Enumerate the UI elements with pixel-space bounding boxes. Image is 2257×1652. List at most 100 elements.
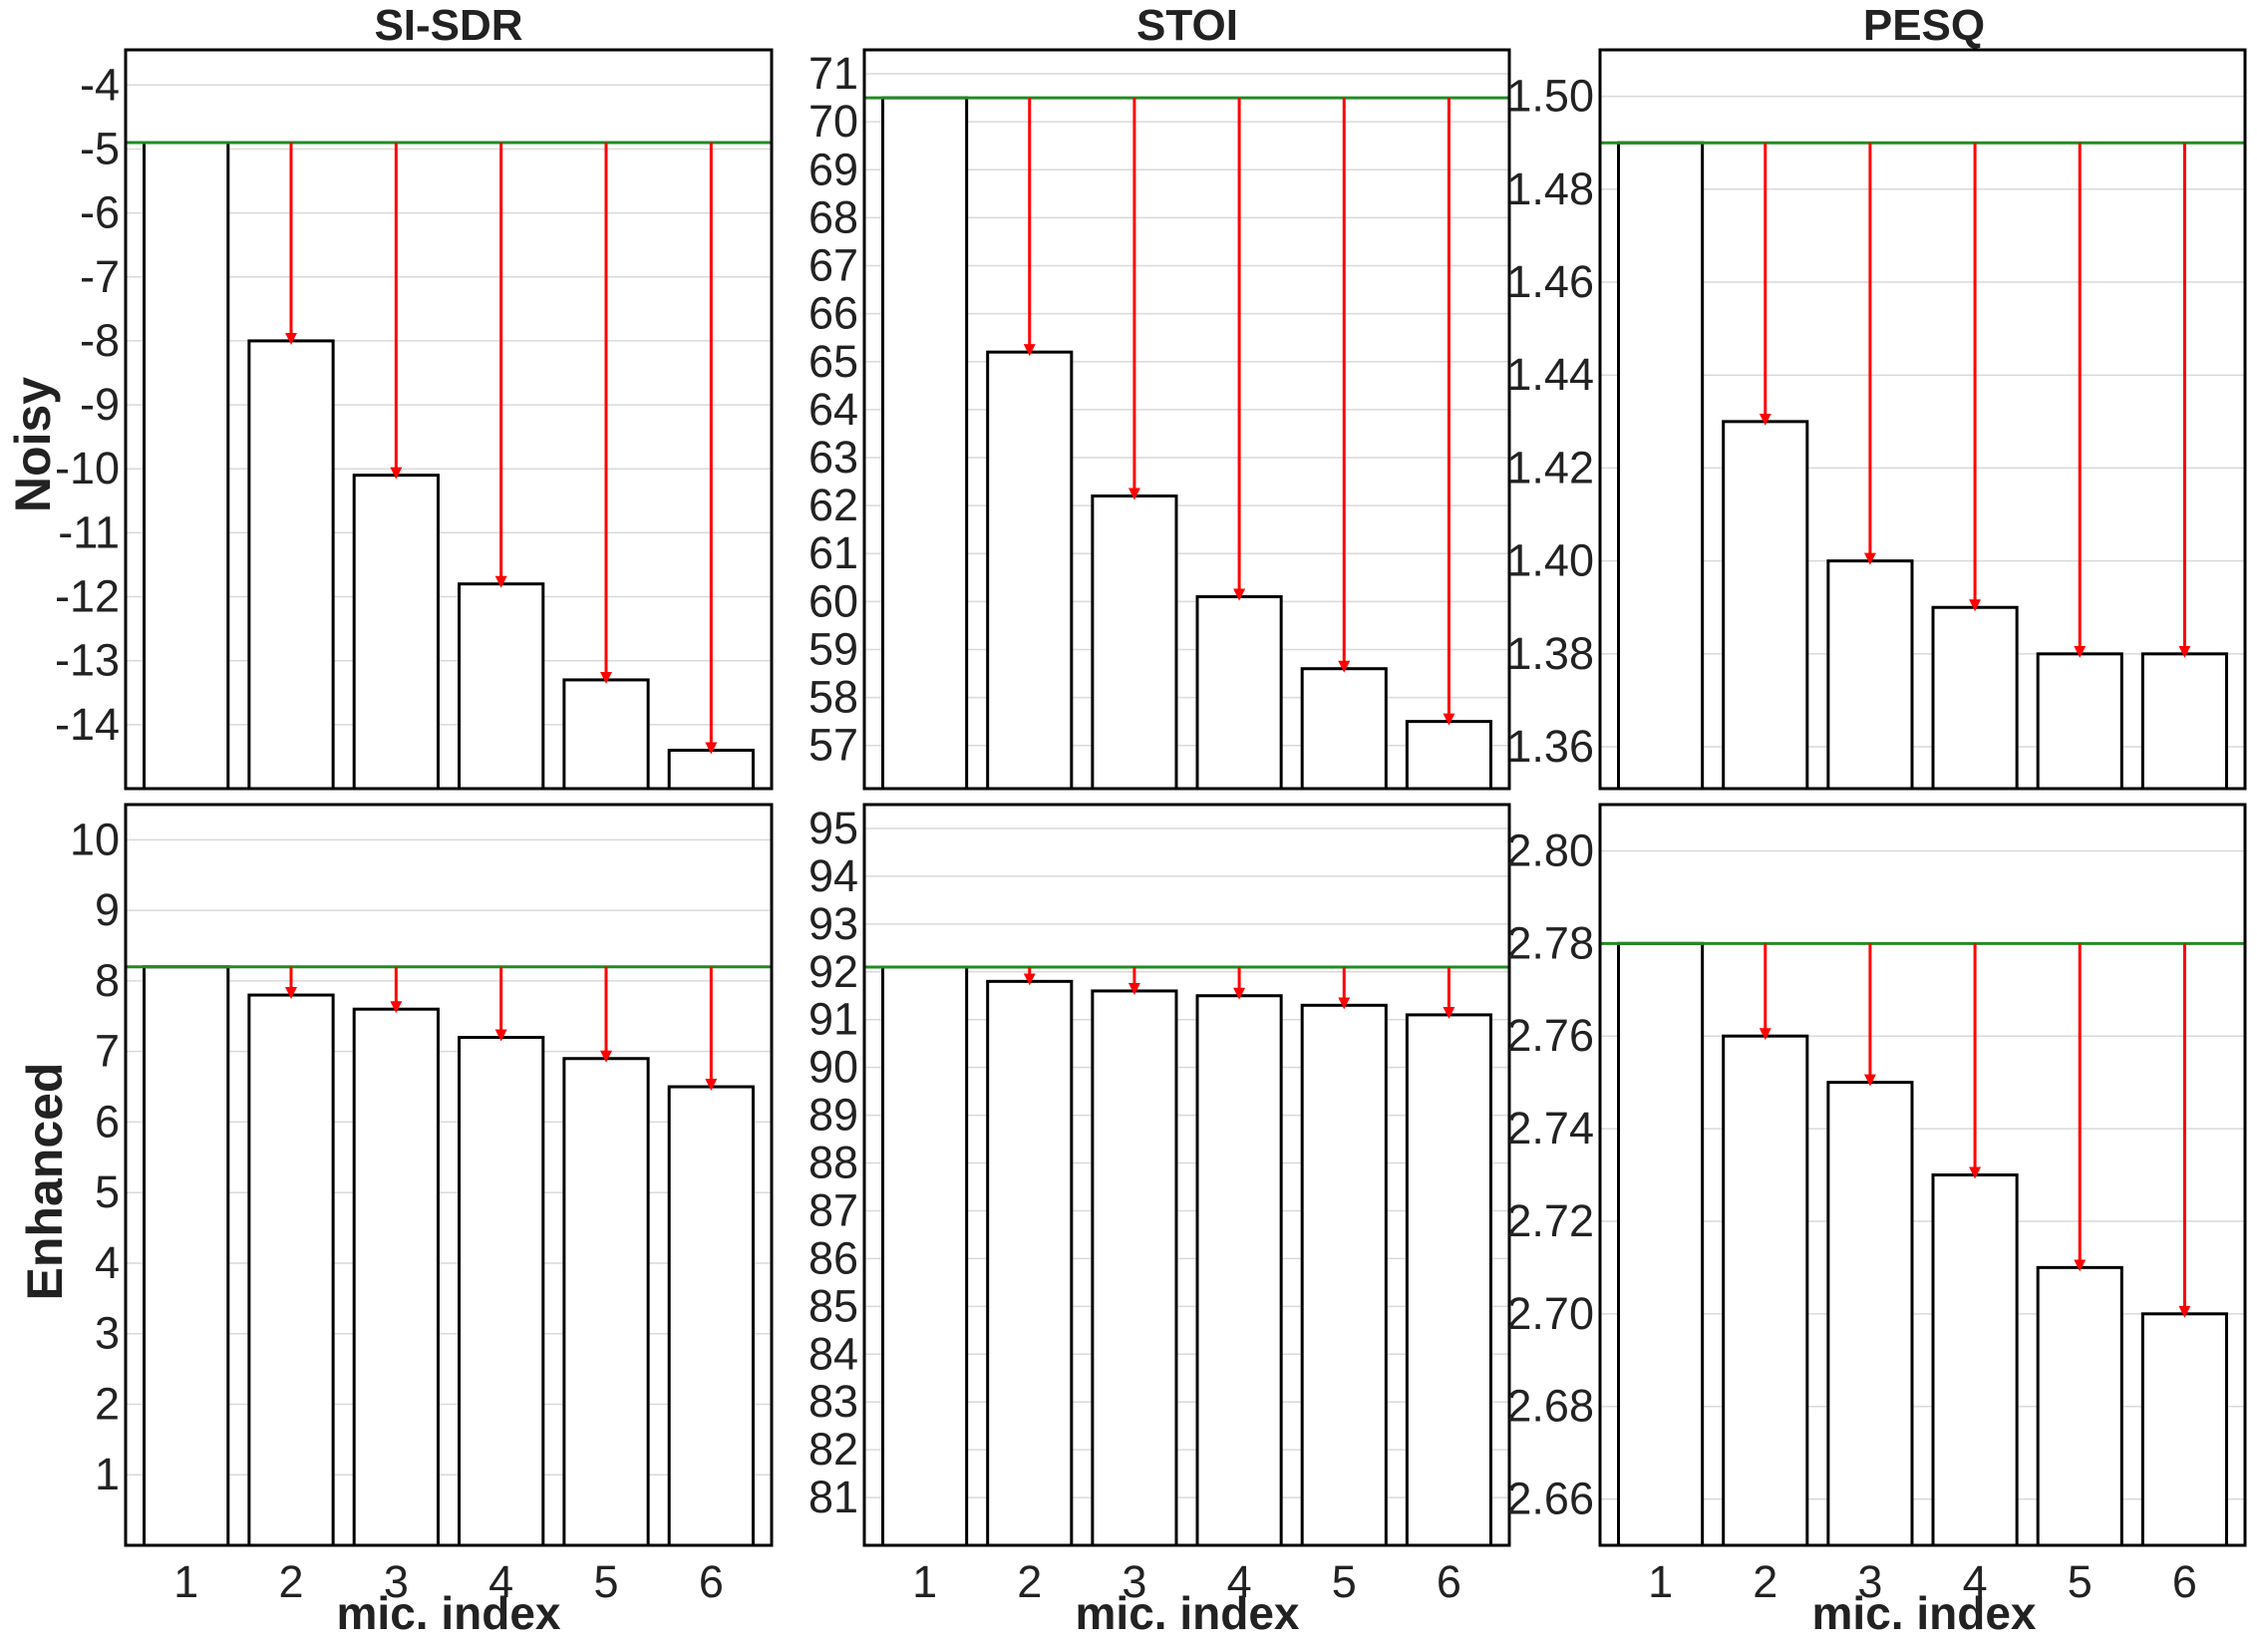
panel-frame-enhanced-si-sdr <box>124 803 774 1547</box>
column-title-pesq: PESQ <box>1863 1 1985 50</box>
y-tick-label-noisy-si-sdr: -7 <box>80 251 120 302</box>
y-tick-label-noisy-stoi: 62 <box>808 480 858 530</box>
x-tick-label-pesq-2: 2 <box>1753 1556 1777 1607</box>
bar-enhanced-pesq-mic-5 <box>2036 1265 2123 1547</box>
y-tick-label-enhanced-si-sdr: 4 <box>95 1237 120 1288</box>
y-tick-label-noisy-stoi: 67 <box>808 240 858 291</box>
panel-frame-enhanced-stoi <box>862 803 1511 1547</box>
y-tick-label-noisy-pesq: 1.46 <box>1506 256 1594 307</box>
bar-enhanced-stoi-mic-5 <box>1300 1003 1388 1547</box>
y-tick-label-noisy-pesq: 1.44 <box>1506 349 1594 400</box>
y-tick-label-enhanced-pesq: 2.72 <box>1506 1195 1594 1246</box>
y-tick-label-enhanced-stoi: 81 <box>808 1472 858 1522</box>
bar-noisy-si-sdr-mic-5 <box>562 678 650 791</box>
y-tick-label-noisy-stoi: 60 <box>808 575 858 626</box>
y-tick-label-noisy-stoi: 68 <box>808 191 858 242</box>
y-tick-label-enhanced-pesq: 2.68 <box>1506 1381 1594 1432</box>
y-tick-label-enhanced-stoi: 84 <box>808 1328 858 1379</box>
x-tick-label-si-sdr-5: 5 <box>593 1556 618 1607</box>
bar-enhanced-si-sdr-mic-2 <box>247 993 335 1547</box>
bar-noisy-si-sdr-mic-4 <box>458 582 545 791</box>
bar-noisy-pesq-mic-1 <box>1617 141 1705 791</box>
y-tick-label-noisy-stoi: 61 <box>808 527 858 578</box>
y-tick-label-noisy-stoi: 59 <box>808 623 858 674</box>
y-tick-label-enhanced-si-sdr: 2 <box>95 1378 120 1429</box>
y-tick-label-noisy-si-sdr: -5 <box>80 123 120 173</box>
bar-noisy-si-sdr-mic-3 <box>352 474 440 791</box>
bar-enhanced-stoi-mic-6 <box>1405 1013 1492 1547</box>
y-tick-label-noisy-stoi: 66 <box>808 288 858 339</box>
y-tick-label-noisy-stoi: 64 <box>808 384 858 435</box>
bar-enhanced-si-sdr-mic-6 <box>667 1085 755 1547</box>
y-tick-label-noisy-si-sdr: -12 <box>55 571 120 622</box>
bar-enhanced-si-sdr-mic-3 <box>352 1007 440 1547</box>
bar-enhanced-stoi-mic-4 <box>1195 994 1283 1547</box>
panel-frame-enhanced-pesq <box>1598 803 2247 1547</box>
x-tick-label-si-sdr-6: 6 <box>699 1556 724 1607</box>
y-tick-label-enhanced-stoi: 89 <box>808 1090 858 1141</box>
y-tick-label-enhanced-pesq: 2.74 <box>1506 1103 1594 1154</box>
y-tick-label-enhanced-si-sdr: 10 <box>70 814 120 864</box>
y-tick-label-enhanced-stoi: 93 <box>808 898 858 949</box>
y-tick-label-enhanced-pesq: 2.70 <box>1506 1288 1594 1339</box>
panel-frame-noisy-pesq <box>1598 48 2247 791</box>
y-tick-label-noisy-pesq: 1.36 <box>1506 721 1594 772</box>
bar-noisy-stoi-mic-6 <box>1405 720 1492 791</box>
x-tick-label-stoi-4: 4 <box>1227 1556 1252 1607</box>
y-tick-label-noisy-stoi: 69 <box>808 144 858 194</box>
bar-noisy-pesq-mic-4 <box>1931 605 2019 791</box>
x-tick-label-pesq-4: 4 <box>1963 1556 1988 1607</box>
y-tick-label-enhanced-stoi: 91 <box>808 994 858 1045</box>
x-tick-label-stoi-2: 2 <box>1017 1556 1042 1607</box>
y-tick-label-noisy-stoi: 71 <box>808 48 858 99</box>
y-tick-label-enhanced-pesq: 2.76 <box>1506 1010 1594 1061</box>
x-tick-label-pesq-1: 1 <box>1648 1556 1673 1607</box>
y-tick-label-enhanced-pesq: 2.80 <box>1506 825 1594 875</box>
y-tick-label-noisy-stoi: 63 <box>808 432 858 483</box>
y-tick-label-noisy-si-sdr: -14 <box>55 699 120 750</box>
y-tick-label-enhanced-si-sdr: 7 <box>95 1026 120 1077</box>
y-tick-label-enhanced-stoi: 85 <box>808 1280 858 1331</box>
y-tick-label-noisy-pesq: 1.50 <box>1506 71 1594 122</box>
y-tick-label-enhanced-stoi: 87 <box>808 1184 858 1235</box>
y-tick-label-noisy-si-sdr: -10 <box>55 443 120 494</box>
bar-noisy-pesq-mic-2 <box>1722 420 1809 791</box>
y-tick-label-enhanced-si-sdr: 9 <box>95 884 120 935</box>
y-tick-label-noisy-pesq: 1.42 <box>1506 442 1594 493</box>
row-label-enhanced: Enhanced <box>17 1063 73 1301</box>
y-tick-label-noisy-stoi: 70 <box>808 96 858 147</box>
y-tick-label-enhanced-stoi: 90 <box>808 1042 858 1093</box>
column-title-stoi: STOI <box>1136 1 1238 50</box>
y-tick-label-noisy-si-sdr: -13 <box>55 635 120 686</box>
x-tick-label-pesq-6: 6 <box>2172 1556 2197 1607</box>
x-tick-label-stoi-6: 6 <box>1437 1556 1461 1607</box>
y-tick-label-noisy-stoi: 58 <box>808 672 858 723</box>
bar-noisy-pesq-mic-5 <box>2036 652 2123 791</box>
y-tick-label-enhanced-stoi: 88 <box>808 1138 858 1188</box>
bar-enhanced-si-sdr-mic-4 <box>458 1036 545 1547</box>
panel-frame-noisy-stoi <box>862 48 1511 791</box>
y-tick-label-noisy-si-sdr: -6 <box>80 187 120 238</box>
x-axis-title-stoi: mic. index <box>1076 1587 1300 1639</box>
x-axis-title-si-sdr: mic. index <box>337 1587 561 1639</box>
y-tick-label-noisy-si-sdr: -8 <box>80 315 120 366</box>
bar-noisy-pesq-mic-6 <box>2140 652 2228 791</box>
x-tick-label-pesq-5: 5 <box>2068 1556 2093 1607</box>
y-tick-label-noisy-stoi: 65 <box>808 336 858 387</box>
y-tick-label-noisy-si-sdr: -4 <box>80 59 120 110</box>
bar-noisy-stoi-mic-5 <box>1300 667 1388 791</box>
y-tick-label-enhanced-si-sdr: 3 <box>95 1308 120 1359</box>
y-tick-label-noisy-pesq: 1.48 <box>1506 164 1594 214</box>
x-tick-label-stoi-1: 1 <box>912 1556 937 1607</box>
x-tick-label-si-sdr-3: 3 <box>384 1556 409 1607</box>
bar-noisy-si-sdr-mic-6 <box>667 749 755 791</box>
y-tick-label-noisy-si-sdr: -11 <box>58 506 120 557</box>
y-tick-label-enhanced-stoi: 94 <box>808 850 858 901</box>
bar-noisy-stoi-mic-3 <box>1091 494 1178 791</box>
y-tick-label-enhanced-si-sdr: 5 <box>95 1166 120 1217</box>
x-axis-title-pesq: mic. index <box>1812 1587 2037 1639</box>
y-tick-label-noisy-pesq: 1.40 <box>1506 535 1594 586</box>
bar-enhanced-stoi-mic-3 <box>1091 989 1178 1547</box>
